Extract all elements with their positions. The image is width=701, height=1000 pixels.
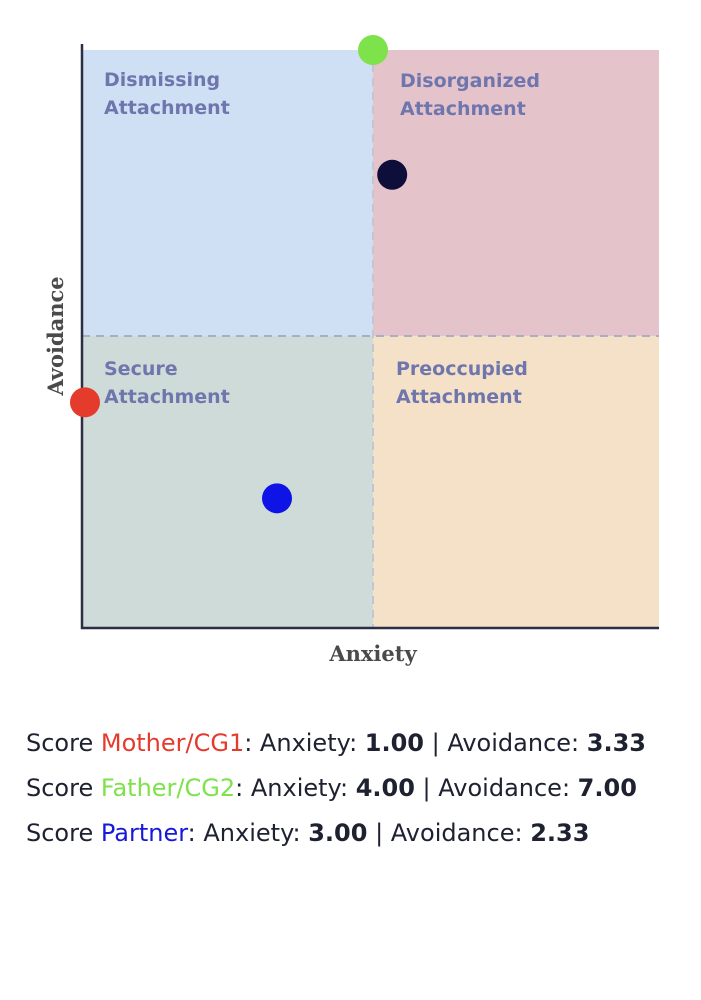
attachment-chart: Dismissing Attachment Disorganized Attac… (43, 35, 659, 666)
anxiety-label: : Anxiety: (235, 774, 356, 802)
avoidance-value: 7.00 (577, 774, 637, 802)
data-point-unlabeled-3 (377, 159, 408, 190)
anxiety-label: : Anxiety: (187, 819, 309, 847)
anxiety-label: : Anxiety: (244, 729, 365, 757)
anxiety-value: 3.00 (308, 819, 368, 847)
quadrant-dismissing-bg (82, 50, 373, 336)
score-prefix: Score (26, 819, 101, 847)
score-prefix: Score (26, 774, 101, 802)
score-name-mother: Mother/CG1 (100, 729, 245, 757)
quadrant-preoccupied-label-1: Preoccupied (396, 358, 528, 380)
y-axis-title: Avoidance (43, 276, 68, 396)
score-line-father: Score Father/CG2: Anxiety: 4.00 | Avoida… (26, 773, 676, 803)
avoidance-label: | Avoidance: (367, 819, 531, 847)
avoidance-label: | Avoidance: (414, 774, 578, 802)
score-line-partner: Score Partner: Anxiety: 3.00 | Avoidance… (26, 818, 676, 848)
anxiety-value: 4.00 (355, 774, 415, 802)
score-line-mother: Score Mother/CG1: Anxiety: 1.00 | Avoida… (26, 728, 676, 758)
quadrant-disorganized-label-1: Disorganized (400, 70, 540, 92)
quadrant-preoccupied-bg (373, 336, 659, 628)
avoidance-label: | Avoidance: (424, 729, 587, 757)
quadrant-disorganized-bg (373, 50, 659, 336)
data-point-father-cg2 (358, 35, 388, 65)
score-name-father: Father/CG2 (100, 774, 236, 802)
avoidance-value: 3.33 (586, 729, 646, 757)
quadrant-secure-label-2: Attachment (104, 386, 230, 408)
score-name-partner: Partner (100, 819, 188, 847)
anxiety-value: 1.00 (364, 729, 424, 757)
quadrant-secure-bg (82, 336, 373, 628)
score-prefix: Score (26, 729, 101, 757)
quadrant-disorganized-label-2: Attachment (400, 98, 526, 120)
x-axis-title: Anxiety (328, 641, 417, 666)
quadrant-dismissing-label-2: Attachment (104, 97, 230, 119)
data-points (70, 35, 408, 514)
quadrant-dismissing-label-1: Dismissing (104, 69, 220, 91)
quadrant-preoccupied-label-2: Attachment (396, 386, 522, 408)
quadrant-secure-label-1: Secure (104, 358, 178, 380)
score-list: Score Mother/CG1: Anxiety: 1.00 | Avoida… (26, 728, 676, 863)
data-point-partner (262, 483, 292, 514)
data-point-mother-cg1 (70, 387, 100, 418)
avoidance-value: 2.33 (530, 819, 590, 847)
